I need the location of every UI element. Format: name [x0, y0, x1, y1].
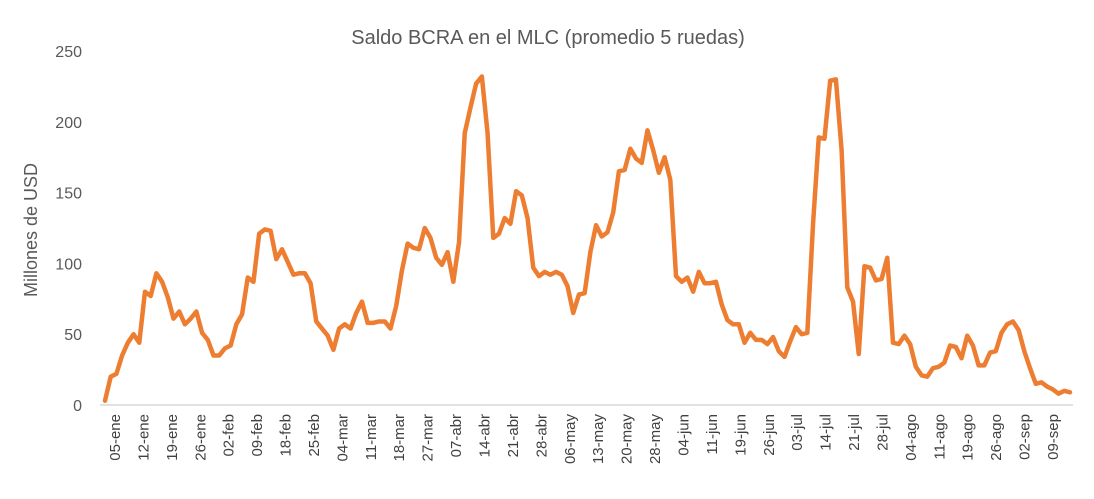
x-tick-label: 27-mar [420, 414, 437, 462]
x-tick-label: 19-ene [164, 414, 181, 461]
x-tick-label: 13-may [590, 414, 607, 465]
x-tick-label: 21-jul [846, 414, 863, 451]
y-tick-label: 250 [55, 44, 82, 61]
x-tick-label: 26-ago [988, 414, 1005, 461]
x-tick-label: 05-ene [107, 414, 124, 461]
x-tick-label: 14-jul [818, 414, 835, 451]
x-tick-label: 28-abr [533, 414, 550, 457]
x-tick-label: 02-feb [221, 414, 238, 457]
x-axis-ticks: 05-ene 12-ene 19-ene 26-ene 02-feb 09-feb 18-f… [107, 414, 1062, 465]
x-tick-label: 26-ene [192, 414, 209, 461]
series-line [102, 74, 1073, 403]
x-tick-label: 11-mar [363, 414, 380, 460]
x-tick-label: 07-abr [448, 414, 465, 457]
x-tick-label: 11-ago [931, 414, 948, 460]
y-axis-ticks: 0 50 100 150 200 250 [55, 44, 82, 415]
x-tick-label: 19-jun [732, 414, 749, 456]
x-tick-label: 04-jun [676, 414, 693, 456]
x-tick-label: 25-feb [306, 414, 323, 457]
x-tick-label: 21-abr [505, 414, 522, 457]
chart-title: Saldo BCRA en el MLC (promedio 5 ruedas) [351, 27, 745, 49]
y-tick-label: 50 [64, 327, 82, 344]
x-tick-label: 06-may [562, 414, 579, 465]
x-tick-label: 28-jul [875, 414, 892, 451]
x-tick-label: 19-ago [960, 414, 977, 461]
y-tick-label: 200 [55, 115, 82, 132]
x-tick-label: 12-ene [135, 414, 152, 461]
x-tick-label: 20-may [619, 414, 636, 465]
x-tick-label: 03-jul [789, 414, 806, 451]
y-tick-label: 0 [73, 398, 82, 415]
x-tick-label: 18-feb [278, 414, 295, 457]
x-tick-label: 28-may [647, 414, 664, 465]
x-tick-label: 09-feb [249, 414, 266, 457]
x-tick-label: 02-sep [1017, 414, 1034, 460]
y-axis-label: Millones de USD [21, 163, 41, 297]
y-tick-label: 100 [55, 256, 82, 273]
y-tick-label: 150 [55, 186, 82, 203]
x-tick-label: 09-sep [1045, 414, 1062, 460]
x-tick-label: 04-mar [334, 414, 351, 462]
x-tick-label: 11-jun [704, 414, 721, 455]
x-tick-label: 04-ago [903, 414, 920, 461]
x-tick-label: 26-jun [761, 414, 778, 456]
x-tick-label: 14-abr [477, 414, 494, 457]
x-tick-label: 18-mar [391, 414, 408, 462]
